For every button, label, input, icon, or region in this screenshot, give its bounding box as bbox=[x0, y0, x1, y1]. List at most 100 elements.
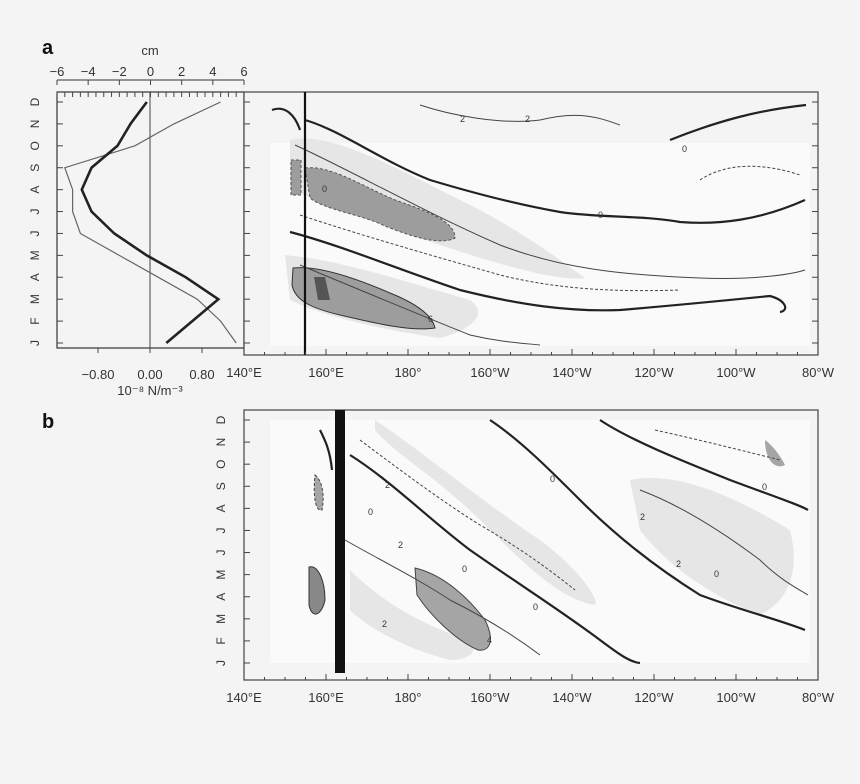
month-label: J bbox=[214, 527, 228, 533]
lon-tick-label: 120°W bbox=[634, 365, 674, 380]
panel-a-contour-label: 6 bbox=[428, 314, 433, 324]
panel-a-month-ticks bbox=[244, 101, 818, 344]
panel-a-dark-region-2 bbox=[290, 159, 302, 196]
side-bottom-tick-label: 0.80 bbox=[189, 367, 214, 382]
panel-b-light-region-3 bbox=[350, 570, 474, 660]
side-top-tick-label: −6 bbox=[50, 64, 65, 79]
panel-b-zero-contour-4 bbox=[319, 429, 334, 471]
panel-b-contour-label: 2 bbox=[398, 540, 403, 550]
panel-a-letter: a bbox=[42, 37, 54, 59]
side-top-axis-label: cm bbox=[141, 43, 158, 58]
side-series-thick bbox=[80, 101, 221, 344]
month-label: A bbox=[28, 186, 42, 194]
side-top-tick-label: −4 bbox=[81, 64, 96, 79]
lon-tick-label: 140°E bbox=[226, 365, 262, 380]
panel-b-contour-label: 2 bbox=[676, 559, 681, 569]
panel-a-contour-label: 0 bbox=[322, 184, 327, 194]
panel-b-zero-contour-3 bbox=[599, 419, 809, 511]
panel-a-dark-region-3 bbox=[291, 267, 436, 330]
panel-b-zero-contour-2 bbox=[489, 419, 806, 632]
lon-tick-label: 160°W bbox=[470, 690, 510, 705]
side-bottom-axis-label: 10⁻⁸ N/m⁻³ bbox=[117, 383, 183, 398]
month-label: J bbox=[28, 209, 42, 215]
side-top-ticks: −6 −4 −2 0 2 4 6 bbox=[50, 64, 248, 97]
month-label: A bbox=[214, 593, 228, 601]
month-label: D bbox=[28, 97, 42, 106]
lon-tick-label: 180° bbox=[395, 690, 422, 705]
lon-tick-label: 180° bbox=[395, 365, 422, 380]
lon-tick-label: 80°W bbox=[802, 365, 835, 380]
lon-tick-label: 140°W bbox=[552, 690, 592, 705]
side-bottom-tick-label: 0.00 bbox=[137, 367, 162, 382]
panel-b-contour-label: 0 bbox=[550, 474, 555, 484]
month-label: N bbox=[28, 120, 42, 129]
panel-b-dashed-contour-2 bbox=[654, 429, 781, 461]
lon-tick-label: 120°W bbox=[634, 690, 674, 705]
month-label: S bbox=[214, 482, 228, 490]
lon-tick-label: 160°W bbox=[470, 365, 510, 380]
panel-b-thin-contour-2 bbox=[639, 489, 809, 596]
month-label: A bbox=[28, 273, 42, 281]
panel-b-dark-region-4 bbox=[765, 440, 785, 467]
panel-b-reference-bar bbox=[335, 410, 345, 673]
panel-b-light-region-1 bbox=[375, 420, 596, 605]
month-label: D bbox=[214, 415, 228, 424]
lon-tick-label: 100°W bbox=[716, 690, 756, 705]
panel-a-zero-contour-1 bbox=[304, 118, 806, 224]
panel-b-dark-region-3 bbox=[313, 474, 324, 511]
month-label: J bbox=[28, 230, 42, 236]
month-label: A bbox=[214, 504, 228, 512]
panel-b-dashed-contour-1 bbox=[359, 439, 576, 591]
side-bottom-ticks: −0.80 0.00 0.80 bbox=[82, 348, 215, 382]
lon-tick-label: 160°E bbox=[308, 690, 344, 705]
side-top-tick-label: −2 bbox=[112, 64, 127, 79]
lon-tick-label: 140°W bbox=[552, 365, 592, 380]
panel-a-contour-label: 2 bbox=[460, 114, 465, 124]
panel-a-thin-contour-2 bbox=[299, 264, 541, 346]
panel-b-contour-label: 2 bbox=[640, 512, 645, 522]
lon-tick-label: 160°E bbox=[308, 365, 344, 380]
panel-a-zero-contour-4 bbox=[271, 107, 302, 131]
side-top-tick-label: 6 bbox=[240, 64, 247, 79]
month-label: N bbox=[214, 438, 228, 447]
panel-b-contour-label: 0 bbox=[714, 569, 719, 579]
month-label: F bbox=[214, 637, 228, 644]
panel-a-light-region-1 bbox=[290, 138, 585, 279]
side-bottom-tick-label: −0.80 bbox=[82, 367, 115, 382]
panel-b-dark-region-2 bbox=[308, 566, 326, 615]
panel-b-map: 0 2 2 0 2 4 0 0 2 2 0 0 J F M A M J J A S O N D 140… bbox=[214, 409, 835, 705]
panel-b-thin-contour-1 bbox=[344, 539, 541, 656]
month-label: M bbox=[28, 294, 42, 304]
month-label: O bbox=[28, 141, 42, 150]
panel-a-contour-label: 0 bbox=[598, 210, 603, 220]
lon-tick-label: 140°E bbox=[226, 690, 262, 705]
side-plot: cm −6 −4 −2 0 2 4 6 −0.80 0.00 0.80 10⁻⁸ N/m⁻³ J… bbox=[28, 43, 247, 398]
panel-a-map: 2 2 0 0 6 0 140°E 160°E 180° 160°W 140°W 120°… bbox=[226, 91, 835, 380]
panel-b-light-region-2 bbox=[630, 478, 794, 615]
panel-b-contour-label: 0 bbox=[762, 482, 767, 492]
panel-b-contour-label: 2 bbox=[385, 480, 390, 490]
panel-b-lon-ticks: 140°E 160°E 180° 160°W 140°W 120°W 100°W 80°W bbox=[226, 674, 835, 705]
month-label: M bbox=[214, 614, 228, 624]
month-label: O bbox=[214, 460, 228, 469]
panel-b-zero-contour-1 bbox=[349, 454, 641, 665]
side-top-tick-label: 4 bbox=[209, 64, 216, 79]
panel-a-zero-contour-3 bbox=[669, 103, 807, 142]
month-label: J bbox=[28, 340, 42, 346]
lon-tick-label: 80°W bbox=[802, 690, 835, 705]
panel-b-contour-label: 4 bbox=[487, 635, 492, 645]
month-label: J bbox=[214, 550, 228, 556]
panel-a-zero-contour-2 bbox=[289, 230, 787, 314]
lon-tick-label: 100°W bbox=[716, 365, 756, 380]
panel-a-contour-label: 0 bbox=[682, 144, 687, 154]
panel-a-contour-label: 2 bbox=[525, 114, 530, 124]
panel-b-month-ticks: J F M A M J J A S O N D bbox=[214, 415, 250, 666]
month-label: F bbox=[28, 317, 42, 324]
panel-a-dashed-contour-2 bbox=[299, 214, 681, 292]
month-label: M bbox=[214, 570, 228, 580]
panel-a-thin-contour-1 bbox=[294, 144, 806, 279]
panel-b-contour-label: 2 bbox=[382, 619, 387, 629]
panel-a-thin-contour-3 bbox=[419, 104, 621, 126]
panel-b-contour-label: 0 bbox=[368, 507, 373, 517]
